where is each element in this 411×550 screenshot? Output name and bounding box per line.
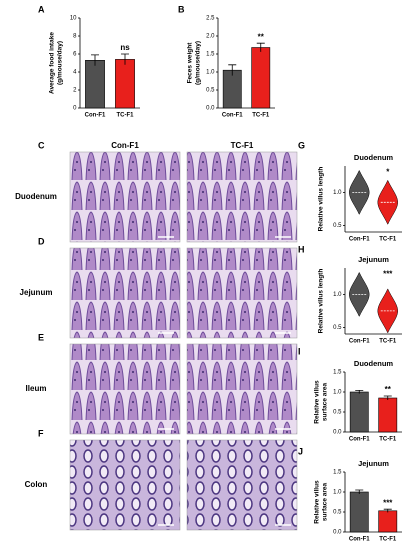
x-tick-label: Con-F1 — [349, 339, 370, 345]
y-tick-label: 10 — [70, 16, 77, 22]
bar — [115, 59, 135, 109]
bar — [378, 397, 398, 433]
x-tick-label: TC-F1 — [379, 437, 397, 443]
y-tick-label: 2 — [73, 88, 77, 94]
y-tick-label: 0.0 — [333, 530, 342, 536]
panel-letter: I — [298, 346, 301, 356]
y-axis-label: Relative villus — [314, 380, 321, 424]
panel-letter: G — [298, 140, 305, 150]
y-axis-label: Average food intake — [49, 32, 56, 94]
bar — [222, 69, 242, 109]
chart-title: Jejunum — [358, 459, 389, 468]
error-bar — [256, 42, 265, 52]
y-tick-label: 1.0 — [333, 490, 342, 496]
micrograph — [186, 439, 298, 531]
y-axis-label: Relative villus — [314, 480, 321, 524]
x-tick-label: Con-F1 — [349, 437, 370, 443]
y-axis-label: Feces weight — [187, 42, 194, 84]
y-tick-label: 1.0 — [333, 292, 342, 298]
x-tick-label: Con-F1 — [349, 237, 370, 243]
y-tick-label: 8 — [73, 34, 77, 40]
chart-title: Jejunum — [358, 255, 389, 264]
bar — [349, 391, 369, 433]
x-tick-label: Con-F1 — [85, 113, 106, 119]
significance: *** — [383, 270, 393, 279]
column-header: Con-F1 — [111, 141, 139, 150]
y-tick-label: 4 — [73, 70, 77, 76]
bar — [85, 59, 105, 109]
x-tick-label: Con-F1 — [222, 113, 243, 119]
panel-letter: D — [38, 236, 45, 246]
panel-letter: H — [298, 244, 305, 254]
significance: * — [386, 168, 390, 177]
y-tick-label: 0.5 — [333, 510, 342, 516]
y-axis-label: Relative villus length — [318, 167, 325, 232]
row-label: Colon — [25, 480, 48, 489]
y-tick-label: 0.0 — [333, 430, 342, 436]
row-label: Ileum — [26, 384, 47, 393]
micrograph — [186, 151, 298, 243]
bar — [378, 510, 398, 533]
micrograph — [69, 343, 181, 435]
y-tick-label: 1.5 — [206, 52, 215, 58]
significance: ** — [258, 32, 265, 41]
error-bar — [355, 489, 364, 494]
bar — [349, 491, 369, 533]
significance: ns — [120, 43, 130, 52]
bar — [251, 47, 271, 109]
chart-title: Duodenum — [354, 153, 393, 162]
chart-title: Duodenum — [354, 359, 393, 368]
x-tick-label: TC-F1 — [252, 113, 270, 119]
y-tick-label: 0.5 — [333, 410, 342, 416]
panel-letter: J — [298, 446, 303, 456]
significance: ** — [385, 385, 392, 394]
y-tick-label: 1.5 — [333, 370, 342, 376]
y-axis-label: (g/mouse/day) — [195, 41, 202, 85]
y-axis-label: Relative villus length — [318, 269, 325, 334]
error-bar — [121, 53, 129, 65]
y-tick-label: 1.0 — [333, 390, 342, 396]
micrograph — [69, 151, 181, 243]
y-axis-label: (g/mouse/day) — [57, 41, 64, 85]
error-bar — [91, 54, 99, 66]
x-tick-label: Con-F1 — [349, 537, 370, 543]
row-label: Jejunum — [20, 288, 53, 297]
panel-letter: C — [38, 140, 45, 150]
y-tick-label: 1.0 — [206, 70, 215, 76]
micrograph — [186, 343, 298, 435]
y-axis-label: surface area — [322, 482, 329, 521]
y-tick-label: 6 — [73, 52, 77, 58]
y-tick-label: 0.5 — [333, 325, 342, 331]
significance: *** — [383, 498, 393, 507]
x-tick-label: TC-F1 — [379, 237, 397, 243]
error-bar — [355, 390, 364, 394]
x-tick-label: TC-F1 — [379, 339, 397, 345]
y-tick-label: 0.5 — [206, 88, 215, 94]
micrograph — [69, 247, 181, 339]
panel-letter: A — [38, 4, 45, 14]
y-tick-label: 1.0 — [333, 190, 342, 196]
y-tick-label: 0.5 — [333, 223, 342, 229]
y-tick-label: 1.5 — [333, 470, 342, 476]
x-tick-label: TC-F1 — [117, 113, 135, 119]
panel-letter: B — [178, 4, 185, 14]
panel-letter: F — [38, 428, 44, 438]
row-label: Duodenum — [15, 192, 57, 201]
micrograph — [186, 247, 298, 339]
x-tick-label: TC-F1 — [379, 537, 397, 543]
y-tick-label: 2.5 — [206, 16, 215, 22]
y-tick-label: 0 — [73, 106, 77, 112]
error-bar — [383, 508, 392, 513]
y-tick-label: 0.0 — [206, 106, 215, 112]
panel-letter: E — [38, 332, 44, 342]
y-tick-label: 2.0 — [206, 34, 215, 40]
error-bar — [383, 395, 392, 400]
error-bar — [228, 64, 237, 76]
micrograph — [69, 439, 181, 531]
y-axis-label: surface area — [322, 382, 329, 421]
column-header: TC-F1 — [231, 141, 254, 150]
micrographs: Con-F1 TC-F1 C Duodenum D Jejunum E Ileum F Colon — [15, 140, 298, 531]
